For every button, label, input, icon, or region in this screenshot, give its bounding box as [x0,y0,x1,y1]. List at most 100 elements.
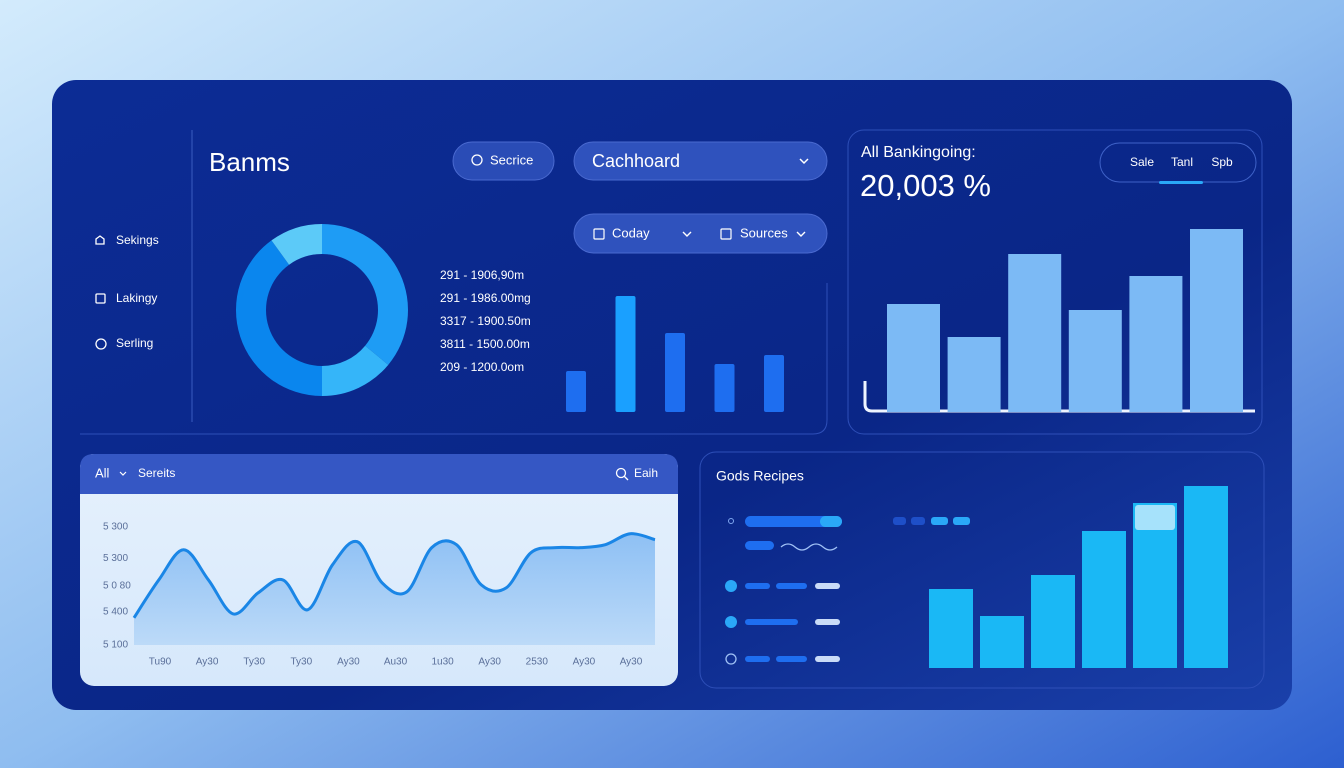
chip [931,517,948,525]
sidebar-item[interactable]: Lakingy [95,291,157,305]
chip [953,517,970,525]
skeleton [745,619,798,625]
x-tick-label: Ty30 [243,657,265,668]
bar [1031,575,1075,668]
skeleton [745,541,774,550]
search[interactable]: Eaih [615,466,659,481]
baseline [863,381,1255,413]
sidebar-item[interactable]: Serling [95,336,153,350]
icon [615,467,627,479]
chip [893,517,906,525]
y-tick-label: 5 300 [103,521,128,532]
x-tick-label: Tu90 [149,657,172,668]
bar [1068,310,1122,412]
skeleton [815,656,840,662]
chevron [799,158,809,165]
bar [1133,503,1177,668]
kpi-value: 20,003 % [860,168,991,203]
dropdown[interactable]: Cachhoard [573,141,828,181]
filter[interactable]: Sources [720,225,806,240]
chip [911,517,925,525]
x-tick-label: Ay30 [196,657,219,668]
tab[interactable]: Spb [1211,155,1233,169]
skeleton [776,583,807,589]
bar [929,589,973,668]
icon [95,235,105,245]
skeleton [745,583,770,589]
list-placeholder [725,516,970,665]
tab[interactable]: Sale [1130,155,1154,169]
x-tick-label: Ay30 [337,657,360,668]
donut-segment [322,224,408,365]
sidebar-label: Serling [116,336,153,350]
dot [725,580,737,592]
button-bg [452,141,555,181]
x-tick-label: Ay30 [573,657,596,668]
button[interactable]: Secrice [452,141,555,181]
filter-bar [573,213,828,254]
y-tick-label: 5 0 80 [103,580,131,591]
summary-line: 209 - 1200.0om [440,360,524,374]
summary-line: 291 - 1906,90m [440,268,524,282]
area-panel-header [80,454,678,494]
sidebar-item[interactable]: Sekings [95,233,159,247]
bar [887,304,940,412]
filter[interactable]: Coday [593,225,692,240]
panel-title: All Bankingoing: [861,144,976,161]
summary-line: 3317 - 1900.50m [440,314,531,328]
donut-segment [271,224,322,265]
dot [725,653,737,665]
filter[interactable]: All [95,465,127,480]
series-label: Sereits [138,466,175,480]
chevron [796,231,806,237]
summary-line: 3811 - 1500.00m [440,337,530,351]
y-tick-label: 5 100 [103,640,128,651]
tab[interactable]: Tanl [1171,155,1193,169]
tab-indicator [1159,181,1203,184]
page-title: Banms [209,147,290,177]
skeleton [745,656,770,662]
x-tick-label: 2530 [526,657,549,668]
icon [593,228,605,240]
skeleton [815,619,840,625]
y-tick-label: 5 300 [103,553,128,564]
chevron [119,471,127,476]
line [132,532,656,619]
bar [566,371,586,412]
skeleton [815,583,840,589]
donut-segment [235,240,322,396]
bar [1184,486,1228,668]
y-tick-label: 5 400 [103,606,128,617]
filter-label: Sources [740,225,788,240]
panel-title: Gods Recipes [716,468,804,484]
dropdown-label: Cachhoard [592,151,680,171]
x-tick-label: Au30 [384,657,408,668]
x-tick-label: Ty30 [290,657,312,668]
panel-border [699,451,1265,689]
skeleton [745,516,842,527]
squiggle [780,543,838,551]
bar [764,355,784,412]
bar [665,333,685,412]
bar [1129,276,1183,412]
bar [980,616,1024,668]
icon [720,228,732,240]
bar [714,364,735,412]
icon [95,293,106,304]
bar [1008,254,1062,412]
summary-list: 291 - 1906,90m 291 - 1986.00mg 3317 - 19… [440,268,531,374]
x-tick-label: 1u30 [431,657,454,668]
sidebar-label: Sekings [116,233,159,247]
donut-segment [322,345,389,396]
bar-highlight [1135,505,1175,530]
bar [1190,229,1243,412]
bar [1082,531,1126,668]
skeleton [820,516,842,527]
dot [725,616,737,628]
filter-label: Coday [612,225,650,240]
icon [95,338,107,350]
panel-border [847,129,1263,435]
bar [615,296,636,412]
button-label: Secrice [490,152,533,167]
